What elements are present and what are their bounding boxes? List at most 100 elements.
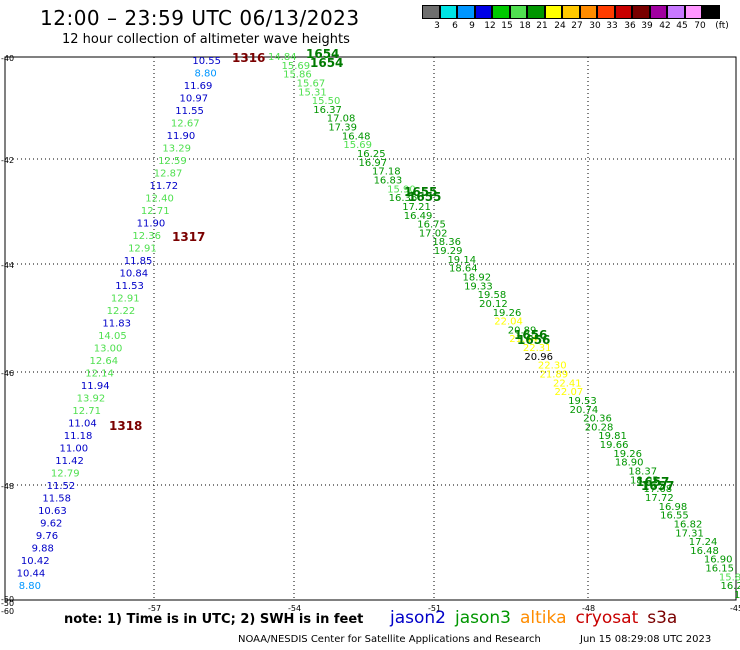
colorbar-swatch: [457, 5, 475, 19]
colorbar-label: 9: [469, 21, 475, 31]
colorbar-label: 70: [694, 21, 706, 31]
jason3-swh-value: 17.08: [327, 114, 356, 125]
jason3-swh-value: 21.44: [509, 334, 538, 345]
jason3-swh-value: 16.82: [674, 519, 703, 530]
colorbar-swatch: [422, 5, 440, 19]
corner-label: -60: [1, 607, 14, 616]
jason3-swh-value: 16.25: [357, 149, 386, 160]
pass-number-label: 1317: [172, 230, 205, 244]
colorbar-swatch: [509, 5, 527, 19]
cryosat-swh-value: 12.59: [158, 156, 187, 167]
cryosat-swh-value: 11.90: [167, 131, 196, 142]
wave-height-colorbar: [422, 5, 720, 19]
colorbar-swatch: [649, 5, 667, 19]
cryosat-swh-value: 9.62: [40, 519, 62, 530]
legend-item-jason3: jason3: [455, 608, 511, 628]
cryosat-swh-value: 12.64: [90, 356, 119, 367]
jason3-swh-value: 19.33: [464, 281, 493, 292]
jason3-swh-value: 16.37: [313, 105, 342, 116]
latitude-label: -44: [1, 261, 14, 270]
jason3-swh-value: 17.72: [645, 493, 674, 504]
jason3-swh-value: 15.90: [387, 184, 416, 195]
colorbar-label: 33: [606, 21, 618, 31]
jason3-swh-value: 16.49: [404, 211, 433, 222]
legend-item-s3a: s3a: [647, 608, 678, 628]
longitude-label: -48: [582, 604, 595, 613]
jason3-swh-value: 22.07: [555, 387, 584, 398]
jason3-swh-value: 16.83: [374, 175, 403, 186]
jason3-swh-value: 16.48: [342, 131, 371, 142]
cryosat-swh-value: 12.91: [111, 294, 140, 305]
pass-number-label: 1657: [636, 475, 669, 489]
colorbar-label: 30: [589, 21, 601, 31]
jason3-swh-value: 19.14: [447, 255, 476, 266]
map-frame: [4, 56, 737, 601]
cryosat-swh-value: 10.84: [120, 269, 149, 280]
longitude-label: -51: [428, 604, 441, 613]
jason3-swh-value: 19.66: [600, 440, 629, 451]
colorbar-swatch: [579, 5, 597, 19]
cryosat-swh-value: 8.80: [19, 581, 41, 592]
cryosat-swh-value: 12.91: [128, 244, 157, 255]
jason3-swh-value: 18.92: [463, 272, 492, 283]
colorbar-labels: 3 6 9 12 15 18 21 24 27 30 33 36 39 42 45 70 (ft): [420, 21, 740, 35]
axis-labels: -40-42-44-46-48-50-57-54-51-48-45-50-60: [1, 54, 740, 616]
pass-number-label: 1654: [310, 56, 343, 70]
cryosat-swh-value: 11.52: [47, 481, 76, 492]
colorbar-label: 21: [536, 21, 548, 31]
jason3-swh-value: 15.67: [297, 78, 326, 89]
cryosat-swh-value: 9.88: [32, 544, 54, 555]
satellite-legend: jason2 jason3 altika cryosat s3a: [390, 608, 686, 628]
cryosat-swh-value: 12.71: [141, 206, 170, 217]
jason3-swh-value: 17.24: [689, 537, 718, 548]
jason3-swh-value: 18.90: [615, 458, 644, 469]
jason3-swh-value: 15.50: [312, 96, 341, 107]
colorbar-swatch: [439, 5, 457, 19]
jason3-swh-value: 17.15: [734, 590, 740, 601]
jason3-swh-value: 15.86: [283, 70, 312, 81]
jason3-swh-value: 19.58: [478, 290, 507, 301]
colorbar-swatch: [667, 5, 685, 19]
jason3-swh-value: 17.31: [675, 528, 704, 539]
jason3-swh-value: 22.41: [553, 378, 582, 389]
credit-timestamp: Jun 15 08:29:08 UTC 2023: [580, 634, 712, 645]
colorbar-swatch: [597, 5, 615, 19]
map-subtitle: 12 hour collection of altimeter wave hei…: [62, 32, 350, 47]
jason3-swh-value: 22.04: [494, 317, 523, 328]
cryosat-swh-value: 11.18: [64, 431, 93, 442]
colorbar-swatch: [544, 5, 562, 19]
pass-number-label: 1655: [408, 190, 441, 204]
colorbar-swatch: [474, 5, 492, 19]
jason3-swh-value: 19.81: [598, 431, 627, 442]
cryosat-swh-value: 11.42: [55, 456, 84, 467]
legend-item-cryosat: cryosat: [575, 608, 639, 628]
cryosat-swh-value: 9.76: [36, 531, 58, 542]
jason3-swh-value: 17.21: [402, 202, 431, 213]
colorbar-label: 12: [484, 21, 496, 31]
jason3-swh-value: 16.75: [417, 220, 446, 231]
cryosat-swh-value: 14.05: [98, 331, 127, 342]
cryosat-swh-value: 11.58: [42, 494, 71, 505]
latitude-label: -50: [1, 595, 14, 604]
colorbar-swatch: [614, 5, 632, 19]
colorbar-label: 24: [554, 21, 566, 31]
pass-number-label: 1656: [517, 333, 550, 347]
latitude-label: -46: [1, 369, 14, 378]
jason3-swh-value: 17.02: [419, 228, 448, 239]
latitude-label: -42: [1, 156, 14, 165]
jason3-swh-value: 16.48: [690, 546, 719, 557]
cryosat-swh-value: 11.53: [115, 281, 144, 292]
colorbar-swatch: [492, 5, 510, 19]
jason3-swh-value: 20.28: [585, 422, 614, 433]
map-title: 12:00 – 23:59 UTC 06/13/2023: [40, 6, 360, 30]
jason3-swh-value: 16.36: [389, 193, 418, 204]
colorbar-label: 42: [659, 21, 671, 31]
colorbar-label: 6: [452, 21, 458, 31]
cryosat-swh-value: 11.00: [60, 444, 89, 455]
cryosat-swh-value: 11.94: [81, 381, 110, 392]
cryosat-swh-value: 10.42: [21, 556, 50, 567]
cryosat-swh-value: 11.83: [102, 319, 131, 330]
cryosat-swh-value: 11.90: [137, 219, 166, 230]
cryosat-swh-value: 11.55: [175, 106, 204, 117]
